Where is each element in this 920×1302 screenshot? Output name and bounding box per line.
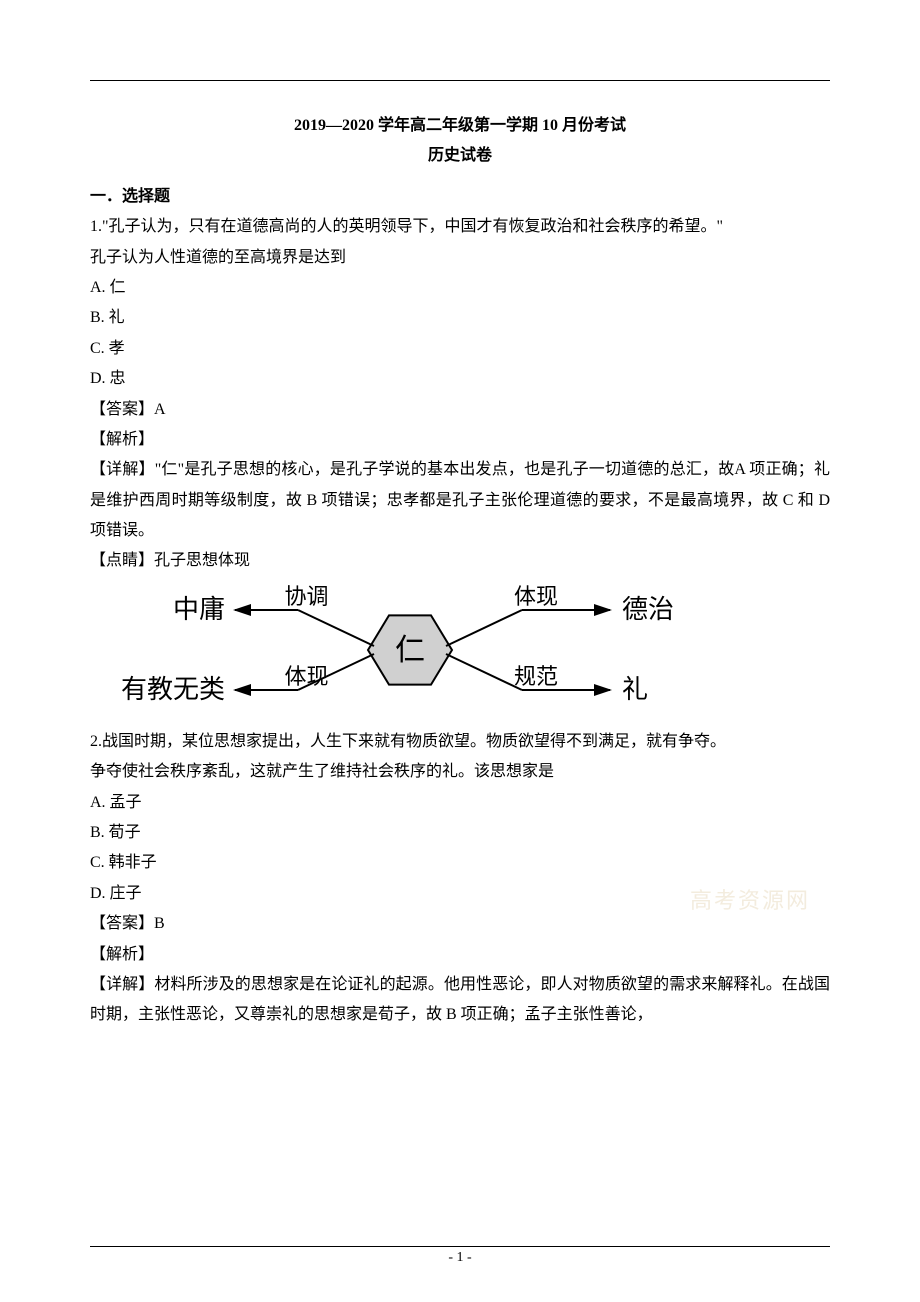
- diagram-svg: 仁协调体现体现规范中庸有教无类德治礼: [90, 585, 730, 715]
- exam-subtitle: 历史试卷: [90, 141, 830, 171]
- svg-text:协调: 协调: [284, 585, 328, 609]
- q2-option-a: A. 孟子: [90, 788, 830, 818]
- svg-text:有教无类: 有教无类: [121, 675, 225, 704]
- page-number: - 1 -: [0, 1245, 920, 1272]
- q2-option-d: D. 庄子: [90, 879, 830, 909]
- svg-text:规范: 规范: [514, 664, 558, 689]
- q1-option-a: A. 仁: [90, 273, 830, 303]
- svg-text:仁: 仁: [395, 634, 425, 667]
- q1-analysis-heading: 【解析】: [90, 425, 830, 455]
- q1-answer: 【答案】A: [90, 395, 830, 425]
- q2-answer: 【答案】B: [90, 909, 830, 939]
- confucius-diagram: 仁协调体现体现规范中庸有教无类德治礼: [90, 585, 830, 715]
- q2-detail: 【详解】材料所涉及的思想家是在论证礼的起源。他用性恶论，即人对物质欲望的需求来解…: [90, 970, 830, 1031]
- q1-line2: 孔子认为人性道德的至高境界是达到: [90, 243, 830, 273]
- q2-line1: 2.战国时期，某位思想家提出，人生下来就有物质欲望。物质欲望得不到满足，就有争夺…: [90, 727, 830, 757]
- q2-line2: 争夺使社会秩序紊乱，这就产生了维持社会秩序的礼。该思想家是: [90, 757, 830, 787]
- svg-text:德治: 德治: [622, 595, 674, 624]
- svg-text:中庸: 中庸: [173, 595, 225, 624]
- svg-text:体现: 体现: [284, 664, 328, 689]
- q2-option-c: C. 韩非子: [90, 848, 830, 878]
- svg-text:礼: 礼: [622, 675, 648, 704]
- section-1-heading: 一．选择题: [90, 182, 830, 212]
- q1-option-c: C. 孝: [90, 334, 830, 364]
- page: 2019—2020 学年高二年级第一学期 10 月份考试 历史试卷 一．选择题 …: [0, 0, 920, 1302]
- svg-text:体现: 体现: [514, 585, 558, 609]
- q1-tip: 【点睛】孔子思想体现: [90, 546, 830, 576]
- q2-analysis-heading: 【解析】: [90, 940, 830, 970]
- q2-option-b: B. 荀子: [90, 818, 830, 848]
- q1-line1: 1."孔子认为，只有在道德高尚的人的英明领导下，中国才有恢复政治和社会秩序的希望…: [90, 212, 830, 242]
- exam-title: 2019—2020 学年高二年级第一学期 10 月份考试: [90, 111, 830, 141]
- q1-detail: 【详解】"仁"是孔子思想的核心，是孔子学说的基本出发点，也是孔子一切道德的总汇，…: [90, 455, 830, 546]
- q1-option-d: D. 忠: [90, 364, 830, 394]
- top-divider: [90, 80, 830, 81]
- q1-option-b: B. 礼: [90, 303, 830, 333]
